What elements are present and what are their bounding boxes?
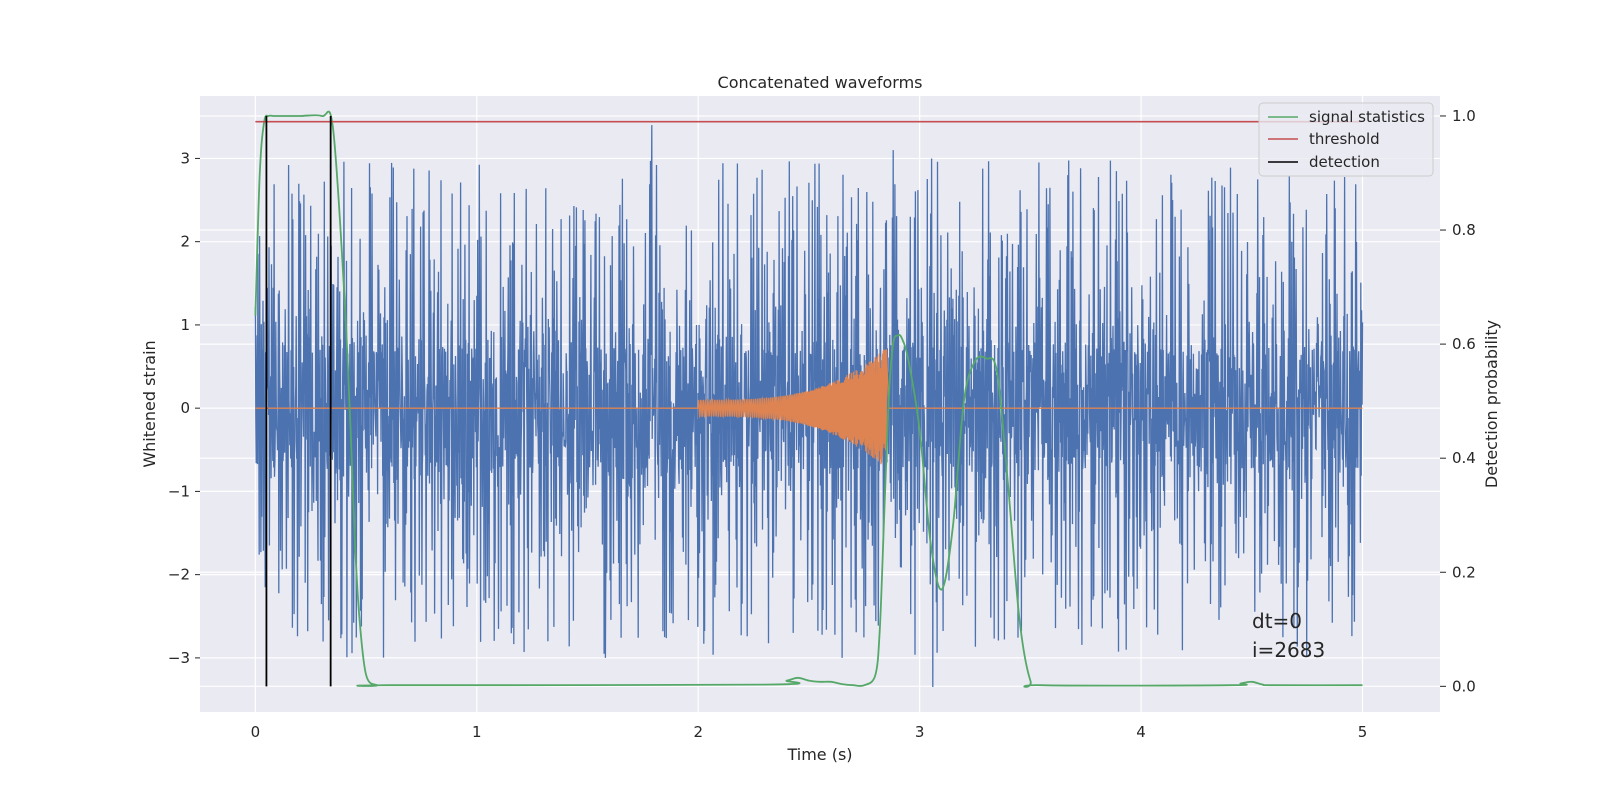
series-chirp-line bbox=[255, 349, 1363, 465]
y-tick-label: 2 bbox=[180, 233, 190, 251]
x-axis-label: Time (s) bbox=[786, 745, 852, 764]
y2-tick-label: 1.0 bbox=[1452, 107, 1476, 125]
y-tick-label: −3 bbox=[168, 649, 190, 667]
tick-layer: 0 1 2 3 4 5 −3 −2 −1 0 1 2 3 0.0 0.2 0.4 0.6 0.8 1.0 bbox=[168, 107, 1476, 741]
legend: signal statistics threshold detection bbox=[1258, 102, 1434, 177]
annotation-i: i=2683 bbox=[1252, 638, 1325, 662]
y2-axis-label: Detection probability bbox=[1482, 320, 1501, 488]
y2-tick-label: 0.6 bbox=[1452, 335, 1476, 353]
series-noise-line bbox=[254, 125, 1364, 688]
x-tick-label: 0 bbox=[251, 723, 261, 741]
y-tick-label: 0 bbox=[180, 399, 190, 417]
x-tick-label: 1 bbox=[472, 723, 482, 741]
y2-tick-label: 0.8 bbox=[1452, 221, 1476, 239]
annotation-dt: dt=0 bbox=[1252, 609, 1302, 633]
y-tick-label: 3 bbox=[180, 149, 190, 167]
x-tick-label: 4 bbox=[1136, 723, 1146, 741]
legend-label-signal-statistics: signal statistics bbox=[1309, 108, 1425, 126]
x-tick-label: 3 bbox=[915, 723, 925, 741]
series-layer bbox=[254, 110, 1364, 688]
x-tick-label: 2 bbox=[693, 723, 703, 741]
series-signal-statistics-line bbox=[254, 110, 1363, 688]
legend-box bbox=[1258, 102, 1434, 177]
legend-label-threshold: threshold bbox=[1309, 130, 1380, 148]
y2-tick-label: 0.0 bbox=[1452, 677, 1476, 695]
y-tick-label: −2 bbox=[168, 566, 190, 584]
y2-tick-label: 0.2 bbox=[1452, 563, 1476, 581]
y2-tick-label: 0.4 bbox=[1452, 449, 1476, 467]
x-tick-label: 5 bbox=[1358, 723, 1368, 741]
legend-label-detection: detection bbox=[1309, 153, 1380, 171]
y-tick-label: 1 bbox=[180, 316, 190, 334]
y-axis-label: Whitened strain bbox=[140, 340, 159, 467]
chart-title: Concatenated waveforms bbox=[718, 73, 923, 92]
y-tick-label: −1 bbox=[168, 482, 190, 500]
